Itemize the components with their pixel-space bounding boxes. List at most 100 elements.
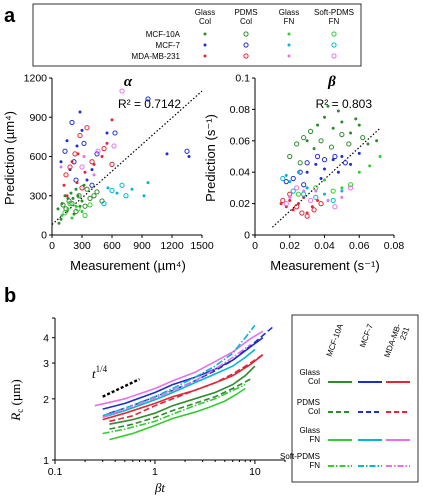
data-point xyxy=(287,153,293,160)
data-point xyxy=(357,151,361,155)
legend-b-row-label-line: Glass xyxy=(300,426,320,435)
data-point xyxy=(287,191,293,197)
data-point xyxy=(288,195,292,199)
data-point xyxy=(79,164,85,170)
legend-a-marker xyxy=(203,43,207,47)
data-point xyxy=(288,198,292,202)
data-point xyxy=(84,186,90,192)
data-point xyxy=(75,206,81,212)
y-tick-label: 0.1 xyxy=(235,73,250,85)
data-point xyxy=(349,131,353,135)
legend-b-frame xyxy=(291,314,419,483)
y-tick-label: 0.08 xyxy=(230,104,251,116)
data-point xyxy=(91,193,97,199)
data-point xyxy=(294,141,300,147)
chart-beta: β R² = 0.803 Measurement (s⁻¹) Predictio… xyxy=(203,73,404,274)
legend-b-row-label-line: Soft-PDMS xyxy=(280,452,320,461)
y-tick-label: 1200 xyxy=(24,73,48,85)
data-point xyxy=(66,207,70,211)
data-point xyxy=(123,193,129,199)
data-point xyxy=(142,194,146,198)
series-line xyxy=(109,387,246,441)
data-point xyxy=(368,164,372,168)
data-point xyxy=(378,155,382,158)
data-point xyxy=(288,180,292,184)
data-point xyxy=(82,155,86,158)
legend-a-header: Glass Col xyxy=(195,8,215,26)
data-point xyxy=(92,173,96,177)
data-point xyxy=(323,167,326,171)
data-point xyxy=(77,132,83,139)
data-point xyxy=(332,204,338,210)
data-point xyxy=(87,202,93,208)
x-tick-label: 0.08 xyxy=(384,240,405,252)
panel-label-a: a xyxy=(4,5,16,27)
data-point xyxy=(299,210,305,216)
data-point xyxy=(59,160,63,164)
x-tick-label: 0 xyxy=(49,240,55,252)
legend-a-marker xyxy=(243,53,249,59)
data-point xyxy=(87,195,93,201)
data-point xyxy=(283,201,289,207)
x-tick-label: 0.06 xyxy=(349,240,370,252)
y-tick-label: 0.02 xyxy=(230,198,251,210)
data-point xyxy=(80,128,84,132)
data-point xyxy=(312,147,316,151)
data-point xyxy=(301,135,307,141)
data-point xyxy=(89,182,95,188)
chart-beta-xlabel: Measurement (s⁻¹) xyxy=(270,258,379,273)
data-point xyxy=(290,188,296,194)
y-tick-label: 900 xyxy=(29,112,47,124)
reference-slope-line xyxy=(102,378,140,398)
x-tick-label: 0.02 xyxy=(280,240,301,252)
legend-b-row-label-line: FN xyxy=(309,461,320,470)
data-point xyxy=(65,194,69,198)
data-point xyxy=(94,151,100,157)
legend-a-header-line: Glass xyxy=(195,8,215,17)
data-point xyxy=(357,170,361,174)
x-tick-label: 300 xyxy=(73,240,91,252)
data-point xyxy=(280,175,286,182)
data-point xyxy=(79,185,85,191)
data-point xyxy=(323,115,326,119)
data-point xyxy=(62,148,68,154)
data-point xyxy=(340,155,344,158)
x-tick-label: 0.1 xyxy=(48,466,63,478)
data-point xyxy=(82,203,88,209)
data-point xyxy=(109,161,115,167)
data-point xyxy=(130,187,134,191)
data-point xyxy=(83,170,87,174)
data-point xyxy=(111,143,117,149)
data-point xyxy=(342,160,348,166)
data-point xyxy=(65,139,69,143)
legend-b-row-label: Glass FN xyxy=(300,426,321,444)
data-point xyxy=(336,109,340,113)
data-point xyxy=(340,186,344,190)
data-point xyxy=(357,123,361,127)
legend-a-header-line: Col xyxy=(199,17,211,26)
series-line xyxy=(109,354,264,423)
y-tick-label: 0.06 xyxy=(230,135,251,147)
data-point xyxy=(314,189,318,193)
data-point xyxy=(340,195,344,199)
data-point xyxy=(71,196,75,200)
data-point xyxy=(109,187,115,194)
y-tick-label: 2 xyxy=(43,394,49,406)
series-line xyxy=(109,365,256,425)
data-point xyxy=(119,182,125,188)
fit-line xyxy=(51,90,203,225)
data-point xyxy=(78,110,82,114)
data-point xyxy=(115,191,119,195)
data-point xyxy=(328,144,335,150)
panel-label-b: b xyxy=(4,285,16,307)
data-point xyxy=(316,123,320,127)
data-point xyxy=(291,208,295,212)
chart-alpha-annotation: R² = 0.7142 xyxy=(118,97,181,111)
legend-b-row-label: PDMS Col xyxy=(297,398,320,416)
data-point xyxy=(347,182,354,188)
data-point xyxy=(101,201,107,207)
fit-line xyxy=(271,127,381,228)
legend-a-marker xyxy=(331,42,337,48)
data-point xyxy=(332,153,338,160)
